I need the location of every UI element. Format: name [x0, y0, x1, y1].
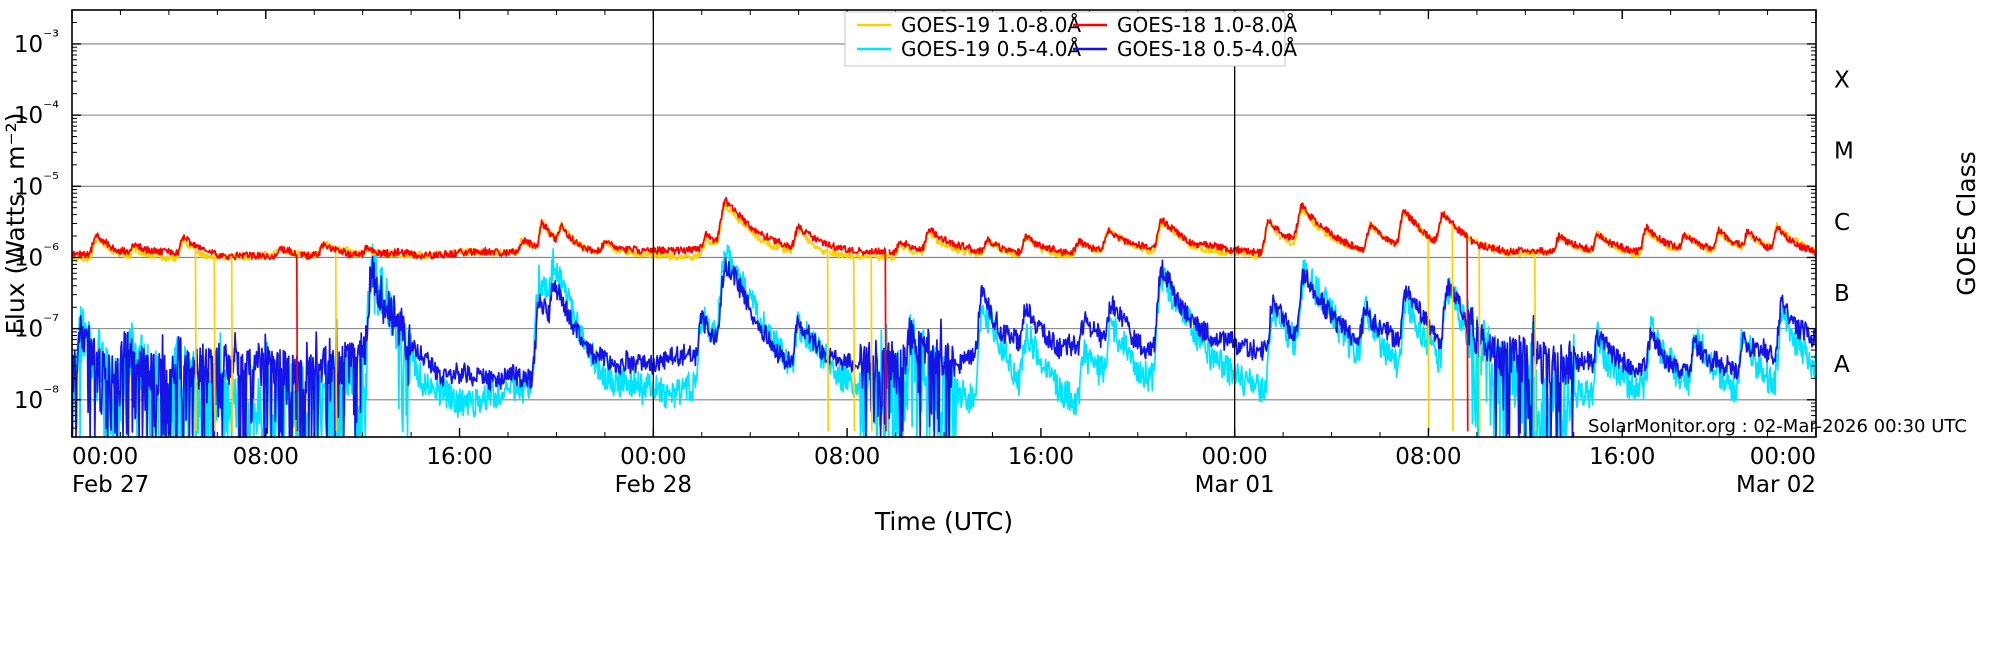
goes-class-label-B: B — [1834, 281, 1850, 307]
x-tick-label-time: 00:00 — [1750, 444, 1816, 470]
x-tick-label-time: 16:00 — [426, 444, 492, 470]
x-tick-label-date: Feb 28 — [615, 472, 692, 498]
x-tick-label-time: 16:00 — [1008, 444, 1074, 470]
x-tick-label-time: 16:00 — [1589, 444, 1655, 470]
axis-ticks-group — [71, 9, 1817, 438]
series-group — [71, 196, 1817, 438]
series-line-g18_long — [71, 196, 1817, 432]
legend-label: GOES-19 0.5-4.0Å — [901, 37, 1081, 61]
y-tick-label: 10⁻⁵ — [14, 169, 59, 200]
y-tick-label: 10⁻³ — [14, 27, 59, 58]
x-tick-label-time: 08:00 — [814, 444, 880, 470]
legend-label: GOES-18 0.5-4.0Å — [1117, 37, 1297, 61]
y-axis-label: Flux (Watts · m⁻²) — [1, 113, 30, 335]
legend-label: GOES-19 1.0-8.0Å — [901, 13, 1081, 37]
x-tick-label-time: 08:00 — [1395, 444, 1461, 470]
goes-class-label-C: C — [1834, 210, 1850, 236]
series-line-g18_short — [71, 255, 1817, 438]
goes-class-label-M: M — [1834, 139, 1854, 165]
x-axis-label: Time (UTC) — [874, 507, 1013, 536]
y-tick-labels-group: 10⁻³ 10⁻⁴ 10⁻⁵ 10⁻⁶ 10⁻⁷ 10⁻⁸ — [14, 27, 59, 414]
x-tick-label-time: 00:00 — [1202, 444, 1268, 470]
legend-label: GOES-18 1.0-8.0Å — [1117, 13, 1297, 37]
x-tick-label-time: 00:00 — [72, 444, 138, 470]
watermark-credit: SolarMonitor.org : 02-Mar-2026 00:30 UTC — [1588, 416, 1967, 437]
y2-axis-label: GOES Class — [1952, 151, 1981, 295]
x-tick-label-date: Mar 01 — [1195, 472, 1275, 498]
x-tick-label-date: Feb 27 — [72, 472, 149, 498]
y-tick-label: 10⁻⁴ — [14, 98, 59, 129]
y-tick-label: 10⁻⁸ — [14, 383, 59, 414]
x-tick-label-date: Mar 02 — [1736, 472, 1816, 498]
y-tick-label: 10⁻⁶ — [14, 240, 59, 271]
goes-class-label-X: X — [1834, 68, 1850, 94]
x-tick-label-time: 00:00 — [620, 444, 686, 470]
y-tick-label: 10⁻⁷ — [14, 312, 59, 343]
day-separators-group — [652, 10, 1236, 437]
goes-class-labels-group: X M C B A — [1834, 68, 1854, 379]
legend-box — [844, 11, 1286, 67]
x-tick-label-time: 08:00 — [233, 444, 299, 470]
goes-class-label-A: A — [1834, 352, 1850, 378]
